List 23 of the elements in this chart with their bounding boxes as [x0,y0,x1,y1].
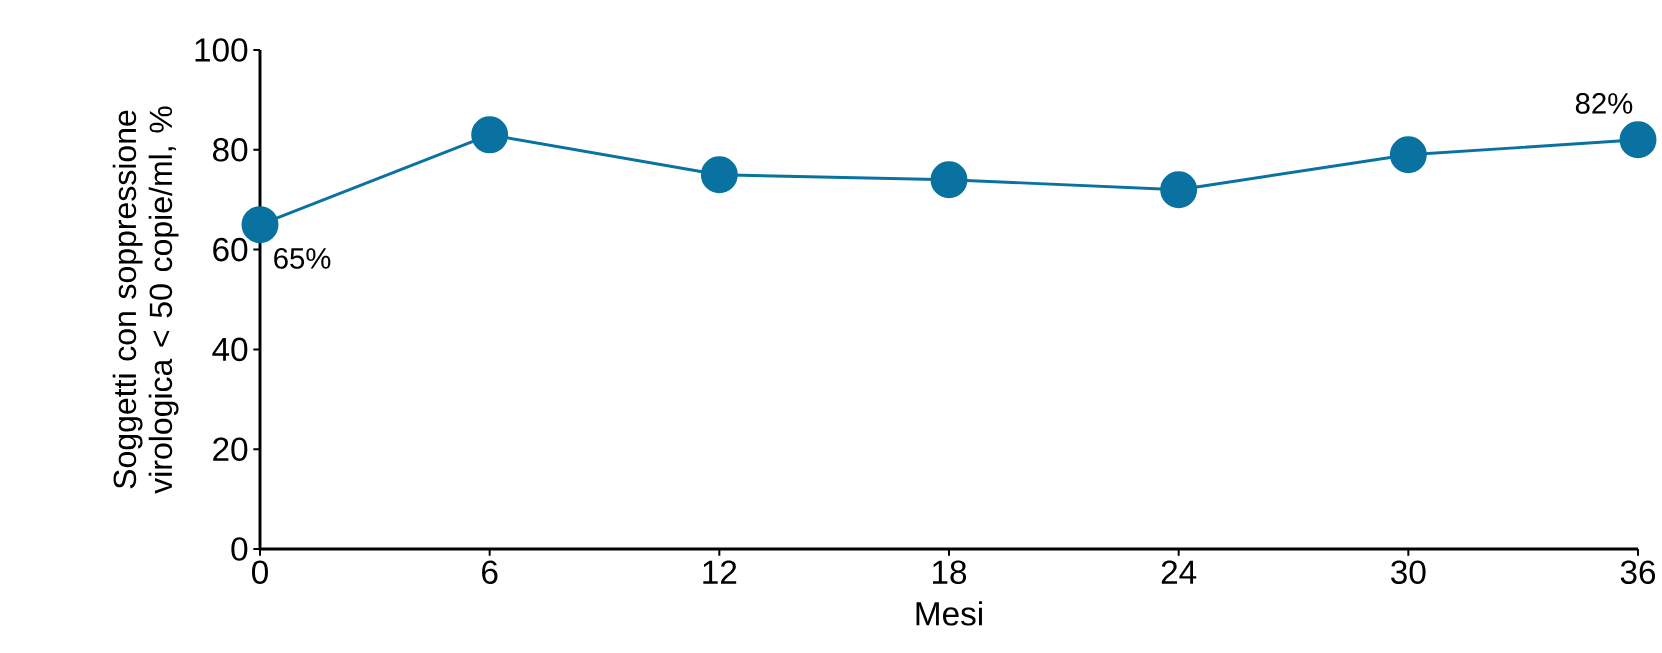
y-tick-label: 40 [212,337,248,362]
y-tick-label: 80 [212,137,248,162]
x-tick-label: 18 [932,560,967,584]
point [471,116,509,154]
x-tick-label: 36 [1620,560,1656,584]
y-tick-label: 60 [213,237,248,262]
data-label: 65% [274,248,331,269]
x-tick-label: 12 [703,560,737,584]
point [930,161,968,199]
x-tick-label: 6 [482,560,498,584]
x-tick-label: 24 [1161,560,1197,584]
point [1619,121,1657,159]
y-tick-label: 0 [231,537,248,561]
point [700,156,738,194]
x-tick-label: 0 [252,560,268,584]
y-tick-label: 100 [195,38,248,62]
point [1389,136,1427,174]
data-label: 82% [1575,92,1633,114]
y-tick-label: 20 [213,437,248,462]
y-axis-title: Soggetti con soppressione virologica < 50 copie/ml, % [112,106,179,494]
x-axis-title: Mesi [916,601,982,626]
point [1160,171,1198,209]
x-tick-label: 30 [1391,560,1426,584]
